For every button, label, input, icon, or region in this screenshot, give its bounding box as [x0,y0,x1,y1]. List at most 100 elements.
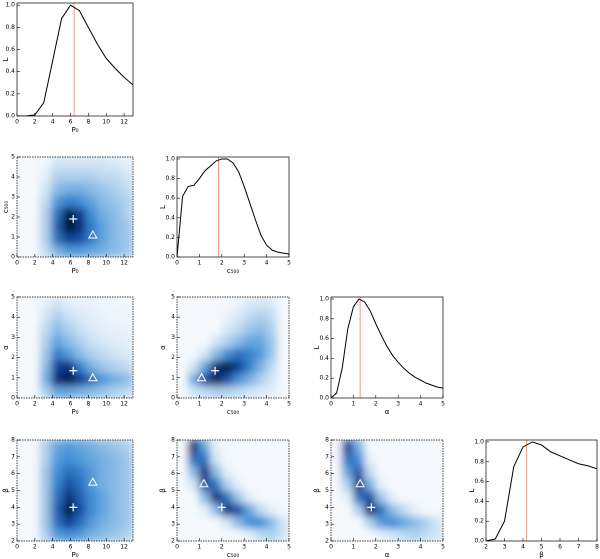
density-cell [254,515,268,529]
y-tick-label: 0.6 [165,195,175,202]
density-cell [28,527,41,541]
best-fit-marker [69,503,78,512]
density-cell [28,347,41,361]
density-cell [221,490,234,504]
density-cell [51,309,64,323]
x-axis-label: P₀ [71,126,78,134]
density-cell [420,440,433,454]
x-tick-label: 4 [51,544,55,551]
density-cell [177,347,189,361]
density-cell [198,502,212,517]
density-cell [187,502,200,517]
density-cell [74,452,88,466]
x-tick-label: 0 [175,544,179,551]
density-cell [62,477,76,491]
y-tick-label: 3 [11,194,15,201]
x-axis-label: c₅₀₀ [227,267,239,275]
density-cell [74,169,88,183]
y-tick-label: 7 [325,453,329,460]
density-cell [187,515,200,529]
y-tick-label: 0.6 [474,478,484,485]
density-cell [210,297,223,311]
y-axis-label: L [159,205,167,209]
density-cell [51,169,64,183]
density-cell [408,515,422,529]
density-cell [62,359,76,374]
density-cell [331,490,343,504]
density-cell [74,157,88,170]
x-tick-label: 4 [265,544,269,551]
y-tick-label: 0.8 [474,458,484,465]
x-axis-label: c₅₀₀ [227,408,239,416]
density-cell [375,440,388,454]
density-cell [120,309,133,323]
y-tick-label: 4 [171,314,175,321]
density-cell [198,384,212,398]
density-cell [431,527,443,541]
density-cell [210,359,223,374]
density-cells [177,297,289,398]
x-tick-label: 3 [242,401,246,408]
x-axis-label: α [385,408,390,416]
y-tick-label: 4 [11,314,15,321]
density-cell [120,181,133,195]
density-cell [28,244,41,257]
x-tick-label: 5 [540,544,544,551]
density-cell [386,490,399,504]
x-tick-label: 3 [396,544,400,551]
density-cell [210,372,223,386]
x-tick-label: 0 [175,260,179,267]
density-cell [120,440,133,454]
density-cell [28,502,41,517]
density-cell [232,440,245,454]
density-cell [28,452,41,466]
y-tick-label: 1.0 [319,295,329,302]
density-cell [198,452,212,466]
density-cell [51,347,64,361]
density-cell [17,334,30,348]
density-cell [221,372,234,386]
density-cell [177,527,189,541]
density-cell [74,527,88,541]
density-map [17,440,133,541]
density-cell [277,372,289,386]
density-cell [254,297,268,311]
density-cell [266,347,279,361]
density-map [177,297,289,398]
x-tick-label: 3 [503,544,507,551]
density-cell [352,452,366,466]
density-cell [266,464,279,479]
density-cell [375,502,388,517]
panel: 0 2 4 6 8 10 12 0.0 0.2 0.4 0.6 0.8 1.0 P₀ L [2,2,134,134]
density-cell [243,359,256,374]
density-cell [266,297,279,311]
x-tick-label: 4 [419,544,423,551]
density-cell [408,452,422,466]
density-cell [86,157,99,170]
density-cell [109,334,122,348]
likelihood-curve [486,441,597,541]
y-tick-label: 0.4 [5,68,15,75]
density-cell [109,309,122,323]
y-tick-label: 8 [11,437,15,444]
density-cell [28,477,41,491]
y-axis-label: L [2,57,10,61]
x-tick-label: 3 [242,260,246,267]
y-tick-label: 2 [11,538,15,545]
density-cell [187,347,200,361]
density-cell [232,297,245,311]
density-cell [97,181,111,195]
density-cell [62,490,76,504]
y-tick-label: 3 [11,521,15,528]
density-cell [431,502,443,517]
density-cell [74,490,88,504]
density-cell [408,464,422,479]
density-cell [210,309,223,323]
density-cell [277,440,289,454]
density-cell [97,527,111,541]
x-tick-label: 2 [33,260,37,267]
x-axis-label: P₀ [71,551,78,559]
density-cell [120,515,133,529]
density-cell [109,206,122,220]
y-tick-label: 7 [11,453,15,460]
